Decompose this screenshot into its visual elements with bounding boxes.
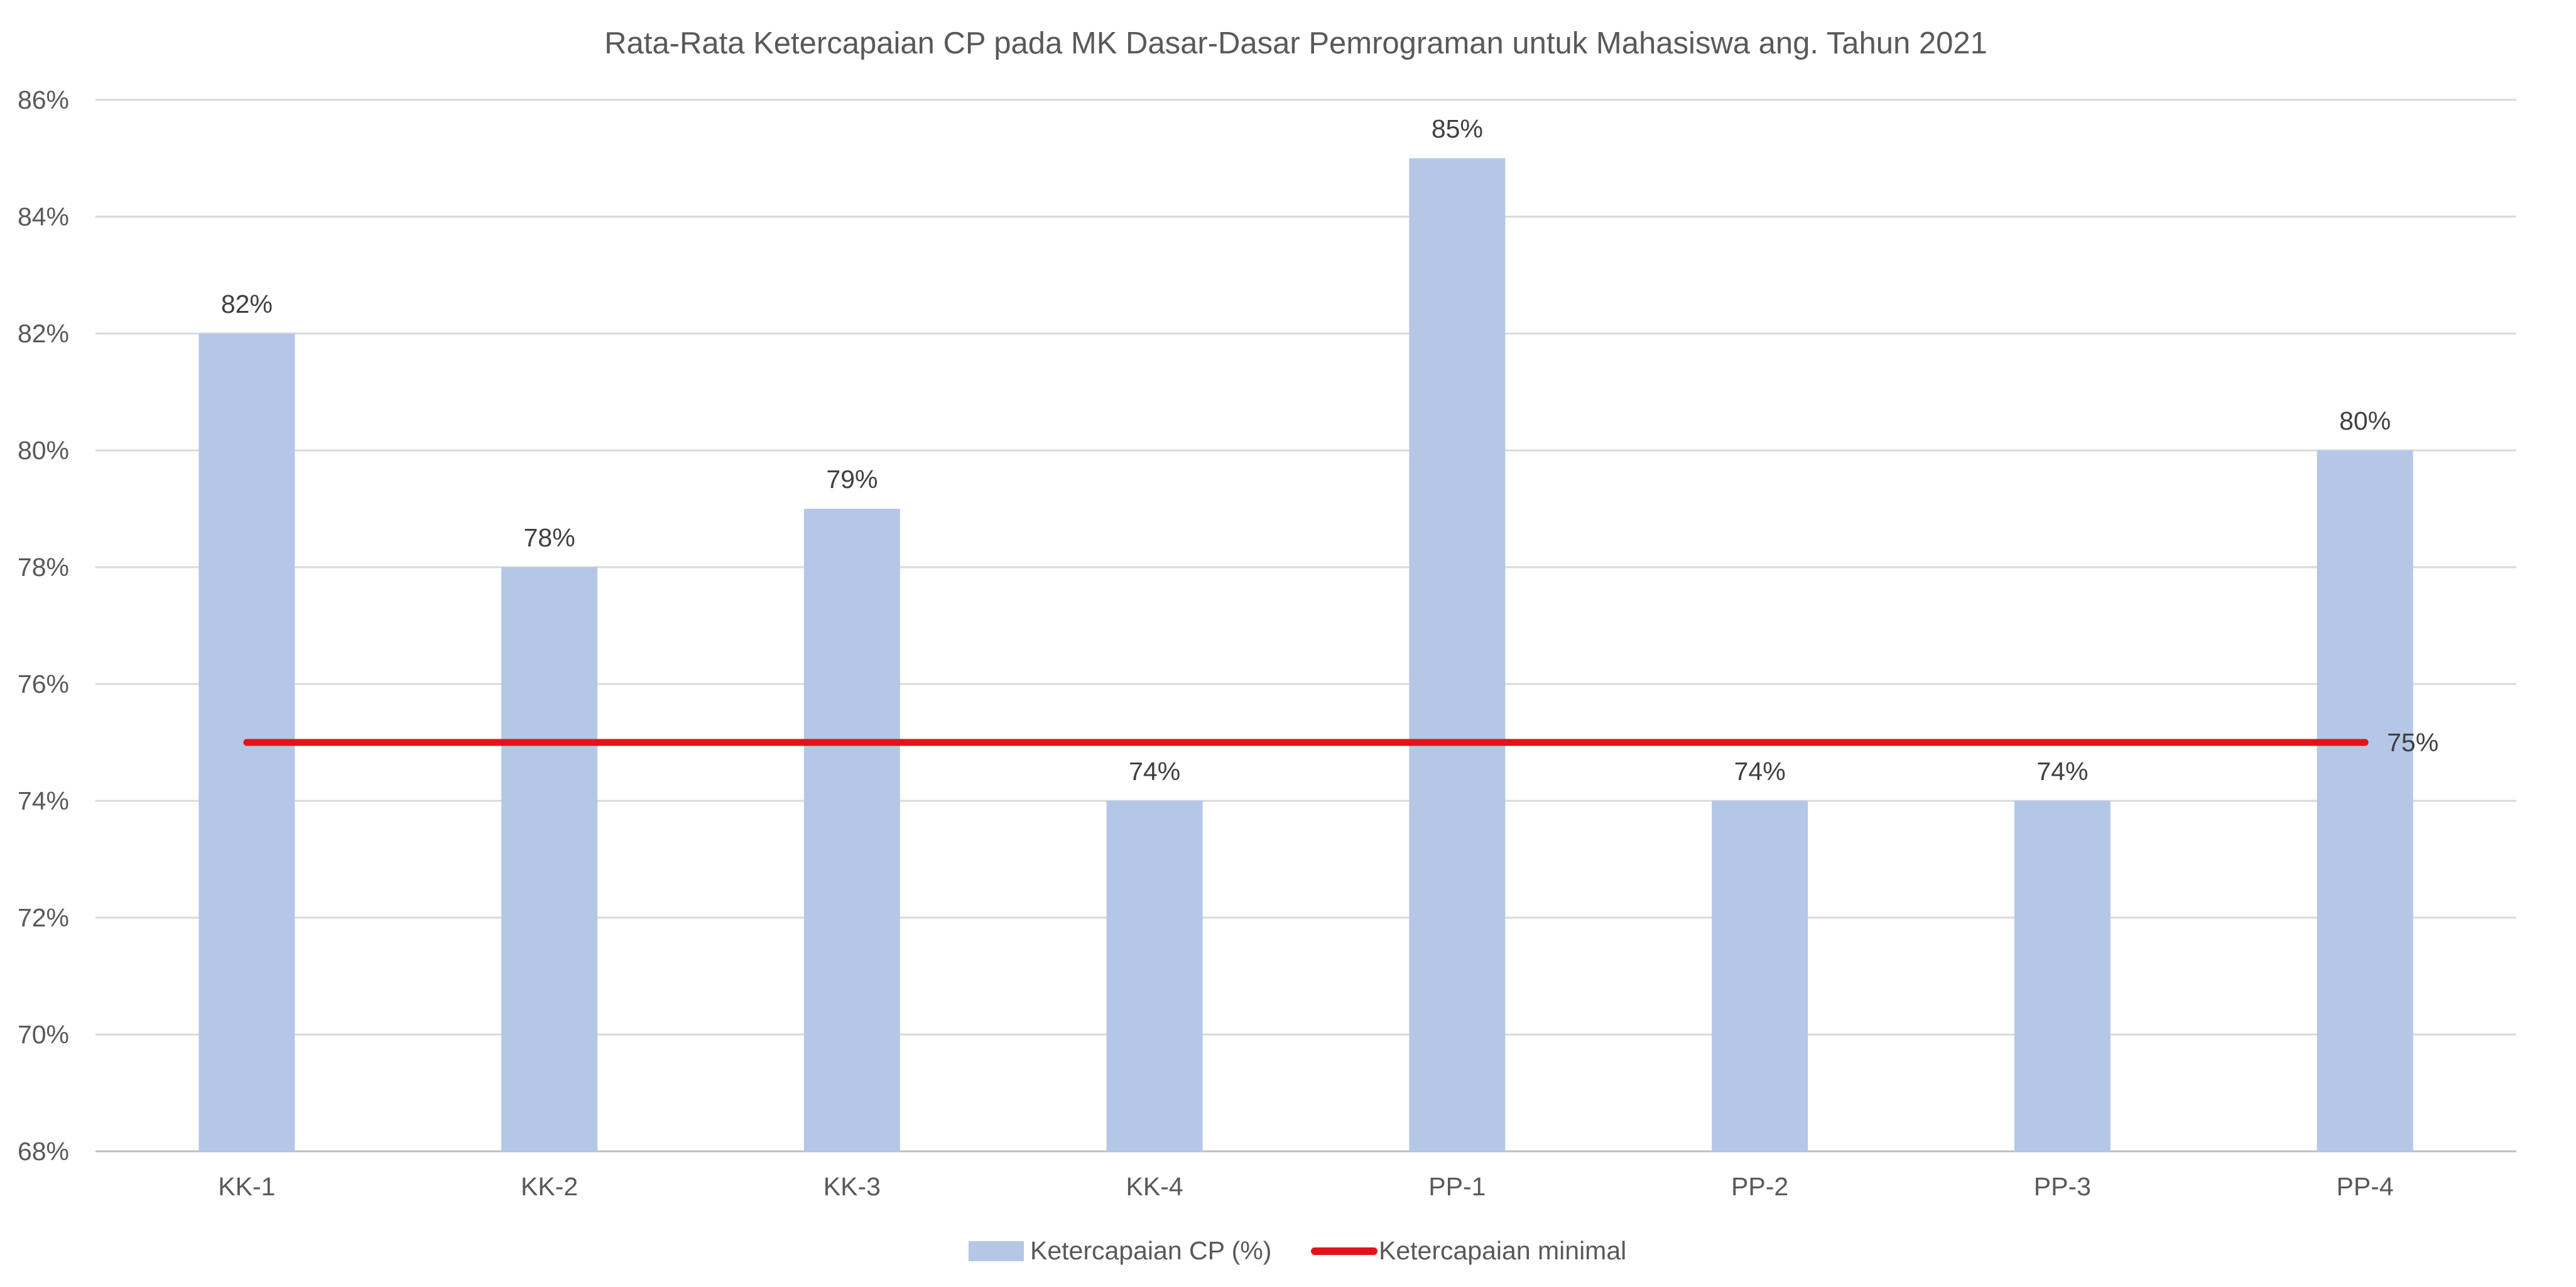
bar	[1712, 801, 1808, 1151]
legend: Ketercapaian CP (%) Ketercapaian minimal	[969, 1236, 1626, 1265]
x-tick-label: KK-2	[521, 1172, 578, 1201]
bar-data-label: 79%	[826, 465, 878, 494]
bar	[803, 509, 900, 1151]
line-end-label: 75%	[2387, 728, 2438, 757]
y-tick-label: 86%	[18, 85, 69, 114]
bar-data-label: 82%	[221, 290, 273, 318]
x-tick-label: KK-1	[218, 1172, 275, 1201]
data-labels: 82% 78% 79% 74% 85% 74% 74% 80%	[221, 114, 2391, 786]
x-tick-label: PP-1	[1428, 1172, 1486, 1201]
bar-data-label: 78%	[524, 523, 575, 552]
x-tick-label: PP-2	[1731, 1172, 1788, 1201]
bar	[2014, 801, 2111, 1151]
bar-data-label: 74%	[1129, 757, 1180, 786]
x-tick-label: KK-4	[1126, 1172, 1183, 1201]
y-tick-label: 76%	[18, 670, 69, 698]
minimum-line-layer: 75%	[243, 728, 2438, 757]
y-tick-label: 68%	[18, 1137, 69, 1166]
y-tick-label: 74%	[18, 786, 69, 815]
x-axis-tick-labels: KK-1 KK-2 KK-3 KK-4 PP-1 PP-2 PP-3 PP-4	[218, 1172, 2393, 1201]
bar	[1106, 801, 1203, 1151]
legend-label-line: Ketercapaian minimal	[1379, 1236, 1626, 1265]
bars	[198, 158, 2413, 1151]
y-tick-label: 72%	[18, 903, 69, 932]
y-axis-tick-labels: 68% 70% 72% 74% 76% 78% 80% 82% 84% 86%	[18, 85, 69, 1166]
y-tick-label: 70%	[18, 1020, 69, 1049]
bar-data-label: 74%	[2036, 757, 2088, 786]
y-tick-label: 78%	[18, 553, 69, 582]
legend-label-bar: Ketercapaian CP (%)	[1030, 1236, 1271, 1265]
bar	[2317, 450, 2413, 1151]
y-tick-label: 80%	[18, 436, 69, 465]
legend-swatch-bar	[969, 1241, 1024, 1261]
bar	[1409, 158, 1506, 1151]
bar-data-label: 80%	[2339, 406, 2391, 435]
y-tick-label: 82%	[18, 319, 69, 348]
x-tick-label: KK-3	[823, 1172, 881, 1201]
bar	[501, 567, 598, 1151]
x-tick-label: PP-4	[2337, 1172, 2394, 1201]
chart-title: Rata-Rata Ketercapaian CP pada MK Dasar-…	[604, 26, 1987, 60]
x-tick-label: PP-3	[2034, 1172, 2091, 1201]
y-tick-label: 84%	[18, 202, 69, 231]
bar-data-label: 74%	[1734, 757, 1786, 786]
bar-data-label: 85%	[1432, 114, 1483, 143]
gridlines	[95, 99, 2516, 1153]
